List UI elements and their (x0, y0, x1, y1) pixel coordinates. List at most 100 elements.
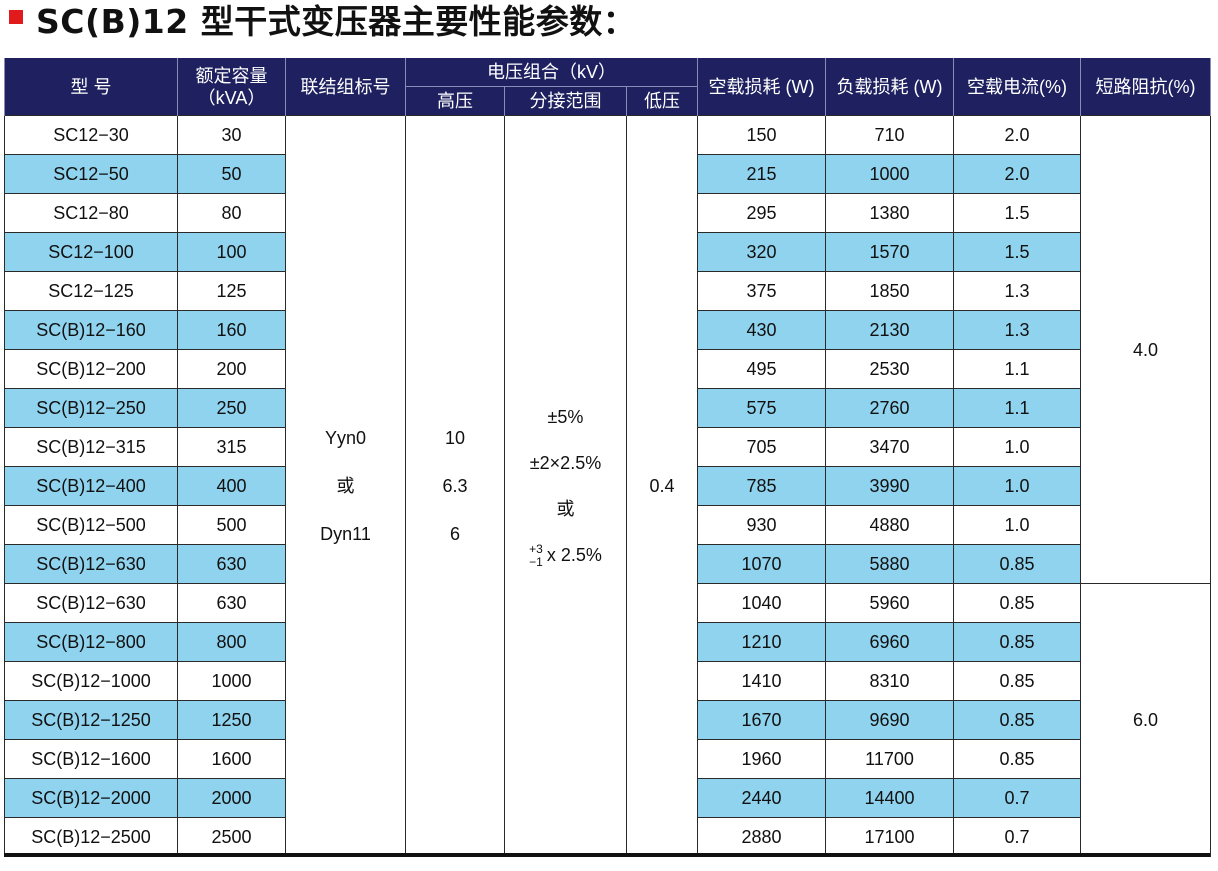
tap-line: ±5% (547, 407, 584, 427)
cell-capacity: 1600 (177, 739, 286, 779)
cell-capacity: 630 (177, 544, 286, 584)
cell-no-load-loss: 705 (697, 427, 827, 467)
cell-lv: 0.4 (625, 115, 699, 857)
table-row: SC12−30 30 Yyn0 或 Dyn11 10 6.3 6 ±5% ±2×2.5% 或 +3 −1… (4, 115, 1212, 857)
cell-no-load-current: 1.1 (953, 349, 1082, 389)
cell-capacity: 400 (177, 466, 286, 506)
title-bar: SC(B)12 型干式变压器主要性能参数： (0, 0, 1218, 58)
cell-load-loss: 5880 (825, 544, 955, 584)
table-row: SC12−100 100 320 1570 1.5 (4, 232, 1211, 272)
cell-no-load-loss: 930 (697, 505, 827, 545)
table-row: SC(B)12−800 800 1210 6960 0.85 (4, 622, 1211, 662)
table-row: SC12−125 125 375 1850 1.3 (4, 271, 1211, 311)
cell-no-load-loss: 215 (697, 154, 827, 194)
cell-load-loss: 14400 (825, 778, 955, 818)
cell-load-loss: 710 (825, 115, 955, 155)
cell-no-load-loss: 1040 (697, 583, 827, 623)
header-hv: 高压 (405, 86, 505, 116)
spec-table: 型 号 额定容量 （kVA） 联结组标号 电压组合（kV） 空载损耗 (W) 负… (4, 58, 1212, 857)
cell-load-loss: 4880 (825, 505, 955, 545)
table-row: SC(B)12−1600 1600 1960 11700 0.85 (4, 739, 1211, 779)
vector-group-line: Yyn0 (324, 428, 367, 448)
hv-line: 10 (444, 428, 466, 448)
cell-no-load-loss: 785 (697, 466, 827, 506)
cell-capacity: 2500 (177, 817, 286, 857)
cell-capacity: 800 (177, 622, 286, 662)
cell-load-loss: 1850 (825, 271, 955, 311)
vector-group-line: Dyn11 (320, 524, 371, 544)
tap-line: 或 (556, 499, 575, 519)
cell-model: SC(B)12−1250 (4, 700, 178, 740)
cell-load-loss: 2760 (825, 388, 955, 428)
cell-model: SC(B)12−2500 (4, 817, 178, 857)
cell-capacity: 200 (177, 349, 286, 389)
cell-no-load-current: 1.1 (953, 388, 1082, 428)
cell-no-load-current: 2.0 (953, 154, 1082, 194)
title-marker-icon (9, 10, 23, 24)
cell-no-load-loss: 1410 (697, 661, 827, 701)
cell-no-load-current: 1.0 (953, 427, 1082, 467)
cell-no-load-current: 0.85 (953, 583, 1082, 623)
cell-vector-group: Yyn0 或 Dyn11 (285, 115, 406, 857)
cell-model: SC(B)12−160 (4, 310, 178, 350)
cell-model: SC(B)12−250 (4, 388, 178, 428)
cell-model: SC(B)12−800 (4, 622, 178, 662)
table-row: SC(B)12−2500 2500 2880 17100 0.7 (4, 817, 1211, 857)
cell-no-load-current: 0.85 (953, 544, 1082, 584)
tap-sup: +3 −1 (529, 543, 543, 569)
cell-no-load-current: 2.0 (953, 115, 1082, 155)
page-title: SC(B)12 型干式变压器主要性能参数： (36, 2, 637, 41)
cell-capacity: 630 (177, 583, 286, 623)
cell-load-loss: 9690 (825, 700, 955, 740)
header-no-load-current: 空载电流(%) (953, 58, 1082, 116)
hv-line: 6 (449, 524, 460, 544)
cell-capacity: 100 (177, 232, 286, 272)
cell-capacity: 50 (177, 154, 286, 194)
table-row: SC(B)12−630 630 1070 5880 0.85 (4, 544, 1211, 584)
table-row: SC(B)12−160 160 430 2130 1.3 (4, 310, 1211, 350)
header-capacity-line2: （kVA） (197, 87, 266, 108)
cell-no-load-loss: 575 (697, 388, 827, 428)
cell-load-loss: 3990 (825, 466, 955, 506)
tap-line: ±2×2.5% (529, 453, 602, 473)
cell-capacity: 125 (177, 271, 286, 311)
vector-group-line: 或 (336, 476, 355, 496)
cell-no-load-loss: 430 (697, 310, 827, 350)
cell-capacity: 80 (177, 193, 286, 233)
cell-no-load-loss: 375 (697, 271, 827, 311)
cell-capacity: 1250 (177, 700, 286, 740)
cell-no-load-loss: 1960 (697, 739, 827, 779)
cell-impedance: 6.0 (1080, 583, 1212, 857)
cell-capacity: 250 (177, 388, 286, 428)
header-load-loss: 负载损耗 (W) (825, 58, 955, 116)
cell-impedance: 4.0 (1080, 115, 1212, 584)
cell-model: SC12−50 (4, 154, 178, 194)
cell-capacity: 2000 (177, 778, 286, 818)
cell-model: SC(B)12−2000 (4, 778, 178, 818)
cell-load-loss: 1570 (825, 232, 955, 272)
header-impedance: 短路阻抗(%) (1080, 58, 1212, 116)
table-row: SC(B)12−630 630 1040 5960 0.85 6.0 (4, 583, 1212, 857)
cell-model: SC12−30 (4, 115, 178, 155)
cell-load-loss: 11700 (825, 739, 955, 779)
header-lv: 低压 (625, 86, 699, 116)
cell-no-load-current: 0.85 (953, 661, 1082, 701)
cell-no-load-current: 0.7 (953, 817, 1082, 857)
hv-line: 6.3 (442, 476, 468, 496)
table-row: SC12−80 80 295 1380 1.5 (4, 193, 1211, 233)
cell-no-load-current: 0.7 (953, 778, 1082, 818)
cell-load-loss: 8310 (825, 661, 955, 701)
header-capacity: 额定容量 （kVA） (177, 58, 286, 116)
cell-capacity: 315 (177, 427, 286, 467)
header-no-load-loss: 空载损耗 (W) (697, 58, 827, 116)
cell-load-loss: 2530 (825, 349, 955, 389)
cell-model: SC(B)12−1600 (4, 739, 178, 779)
cell-model: SC(B)12−400 (4, 466, 178, 506)
cell-load-loss: 1380 (825, 193, 955, 233)
cell-load-loss: 6960 (825, 622, 955, 662)
cell-no-load-current: 1.5 (953, 193, 1082, 233)
bottom-rule (4, 853, 1210, 857)
cell-no-load-current: 0.85 (953, 622, 1082, 662)
tap-sup-bottom: −1 (529, 555, 543, 570)
cell-no-load-current: 1.0 (953, 466, 1082, 506)
